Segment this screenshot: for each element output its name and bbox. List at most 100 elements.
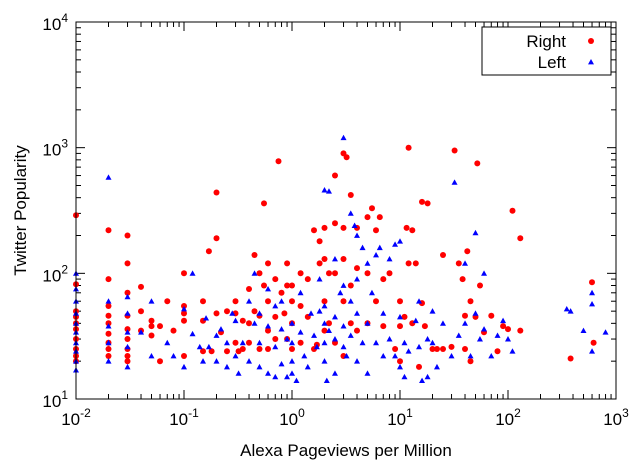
data-point-left bbox=[354, 310, 361, 316]
data-point-right bbox=[105, 330, 112, 337]
data-point-left bbox=[325, 188, 332, 194]
data-point-left bbox=[205, 343, 212, 350]
data-point-right bbox=[311, 227, 317, 234]
y-tick-label: 102 bbox=[42, 262, 68, 285]
data-point-right bbox=[321, 224, 328, 231]
y-tick-label-exponent: 1 bbox=[61, 388, 68, 402]
data-point-right bbox=[462, 312, 468, 319]
data-point-left bbox=[448, 352, 455, 359]
data-point-left bbox=[359, 339, 366, 346]
x-tick-label-exponent: -2 bbox=[80, 406, 91, 420]
data-point-right bbox=[105, 276, 112, 283]
x-tick-label-base: 10 bbox=[169, 410, 188, 429]
y-axis-label: Twitter Popularity bbox=[11, 145, 30, 276]
data-point-right bbox=[364, 270, 371, 277]
data-point-left bbox=[148, 352, 155, 359]
data-point-right bbox=[232, 339, 239, 346]
data-point-right bbox=[340, 256, 347, 262]
data-point-left bbox=[455, 332, 462, 338]
data-point-left bbox=[494, 332, 501, 338]
data-point-right bbox=[251, 308, 258, 315]
data-point-left bbox=[354, 276, 361, 282]
data-point-left bbox=[105, 174, 112, 180]
data-point-left bbox=[419, 377, 426, 384]
data-point-right bbox=[213, 235, 220, 242]
data-point-left bbox=[293, 377, 300, 384]
y-tick-label-base: 10 bbox=[42, 392, 61, 411]
data-point-left bbox=[251, 320, 258, 326]
data-point-left bbox=[602, 329, 609, 335]
data-point-right bbox=[340, 224, 347, 231]
axis-ticks bbox=[75, 21, 617, 400]
y-tick-label-base: 10 bbox=[42, 266, 61, 285]
data-point-right bbox=[376, 214, 383, 221]
data-point-right bbox=[373, 298, 379, 305]
data-point-right bbox=[364, 214, 371, 221]
data-point-right bbox=[208, 348, 215, 355]
data-point-right bbox=[157, 323, 163, 330]
y-tick-label-exponent: 3 bbox=[61, 137, 68, 151]
data-point-right bbox=[224, 348, 230, 355]
data-point-left bbox=[380, 310, 387, 316]
data-point-right bbox=[164, 298, 171, 305]
data-point-left bbox=[232, 317, 239, 324]
data-point-right bbox=[124, 232, 131, 239]
data-point-right bbox=[138, 283, 144, 290]
data-point-right bbox=[354, 265, 360, 272]
data-point-left bbox=[256, 363, 263, 370]
data-point-left bbox=[239, 339, 246, 346]
data-point-left bbox=[347, 298, 354, 304]
data-point-right bbox=[488, 312, 495, 319]
data-point-right bbox=[464, 248, 471, 255]
data-point-left bbox=[488, 352, 495, 359]
data-point-right bbox=[590, 339, 597, 346]
data-point-left bbox=[392, 241, 399, 247]
y-tick-label-exponent: 2 bbox=[61, 262, 68, 276]
x-tick-label: 103 bbox=[603, 406, 629, 429]
data-point-right bbox=[517, 235, 524, 242]
data-point-right bbox=[251, 252, 258, 258]
data-point-left bbox=[331, 313, 338, 320]
x-tick-label-base: 10 bbox=[495, 410, 514, 429]
data-point-left bbox=[124, 310, 131, 316]
data-point-left bbox=[284, 336, 291, 342]
data-point-left bbox=[364, 260, 371, 266]
data-point-right bbox=[462, 346, 468, 352]
data-point-right bbox=[124, 289, 131, 296]
data-point-right bbox=[474, 160, 481, 167]
data-point-right bbox=[289, 298, 295, 305]
data-point-left bbox=[589, 301, 596, 307]
data-point-left bbox=[380, 352, 387, 359]
data-point-left bbox=[213, 358, 220, 364]
data-point-left bbox=[278, 360, 285, 367]
data-point-left bbox=[481, 326, 488, 332]
data-point-right bbox=[124, 353, 131, 359]
data-point-right bbox=[246, 339, 252, 346]
data-point-left bbox=[256, 339, 263, 346]
data-point-left bbox=[321, 302, 328, 309]
x-axis-label: Alexa Pageviews per Million bbox=[240, 441, 452, 460]
data-point-left bbox=[289, 358, 295, 364]
data-point-right bbox=[494, 348, 501, 355]
data-point-left bbox=[580, 327, 587, 334]
data-point-left bbox=[401, 339, 408, 346]
data-point-right bbox=[509, 207, 516, 214]
data-point-left bbox=[376, 244, 383, 251]
data-point-right bbox=[401, 313, 408, 320]
data-point-left bbox=[368, 289, 375, 296]
x-tick-label-exponent: 1 bbox=[406, 406, 413, 420]
data-point-right bbox=[403, 224, 410, 231]
legend-box bbox=[481, 26, 612, 76]
data-point-right bbox=[347, 192, 354, 198]
data-point-left bbox=[364, 370, 371, 376]
data-point-left bbox=[164, 339, 171, 346]
data-point-left bbox=[200, 358, 207, 364]
data-point-left bbox=[481, 270, 488, 276]
data-point-left bbox=[386, 336, 393, 342]
data-point-left bbox=[246, 358, 253, 364]
data-point-left bbox=[124, 343, 131, 350]
data-point-left bbox=[148, 298, 155, 304]
data-point-left bbox=[316, 276, 323, 282]
y-tick-label-base: 10 bbox=[42, 141, 61, 160]
data-point-left bbox=[297, 329, 304, 335]
